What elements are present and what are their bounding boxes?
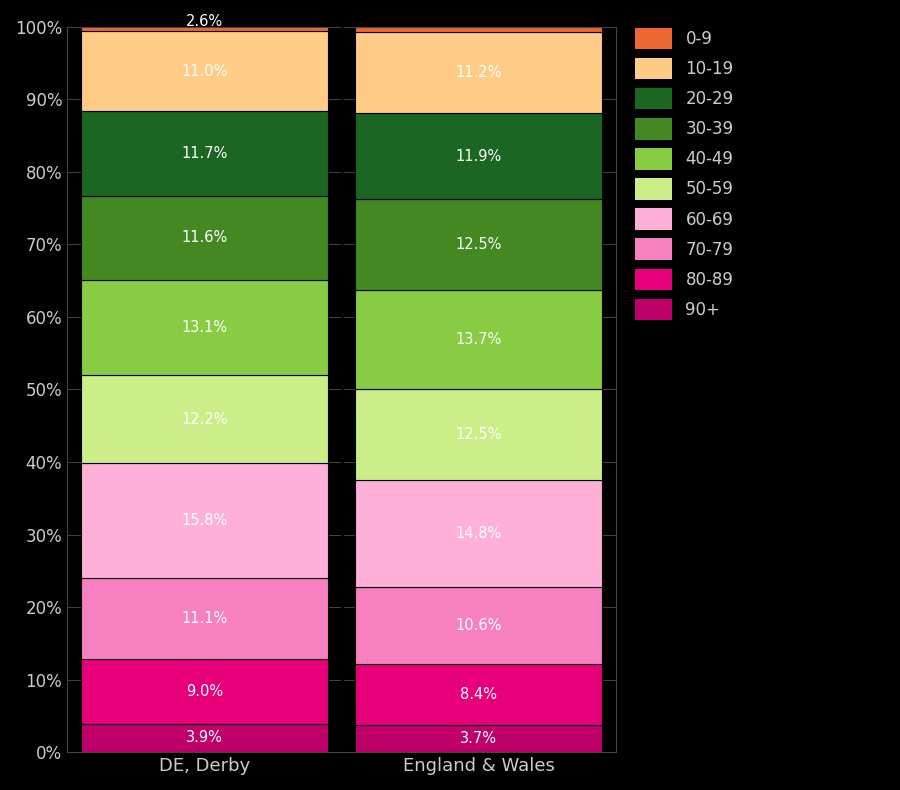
Bar <box>356 32 602 113</box>
Text: 11.6%: 11.6% <box>181 231 228 246</box>
Bar <box>356 664 602 725</box>
Text: 12.5%: 12.5% <box>455 237 502 252</box>
Bar <box>81 724 328 752</box>
Bar <box>81 280 328 375</box>
Bar <box>356 588 602 664</box>
Text: 3.7%: 3.7% <box>460 732 498 747</box>
Text: 11.9%: 11.9% <box>455 149 502 164</box>
Text: 8.4%: 8.4% <box>460 687 498 702</box>
Text: 13.7%: 13.7% <box>455 333 502 348</box>
Bar <box>81 31 328 111</box>
Bar <box>356 389 602 480</box>
Bar <box>81 464 328 578</box>
Bar <box>81 13 328 31</box>
Legend: 0-9, 10-19, 20-29, 30-39, 40-49, 50-59, 60-69, 70-79, 80-89, 90+: 0-9, 10-19, 20-29, 30-39, 40-49, 50-59, … <box>635 28 734 320</box>
Text: 10.6%: 10.6% <box>455 619 502 634</box>
Text: 14.8%: 14.8% <box>455 526 502 541</box>
Bar <box>356 290 602 389</box>
Text: 2.6%: 2.6% <box>185 14 223 29</box>
Text: 12.5%: 12.5% <box>455 427 502 442</box>
Text: 9.0%: 9.0% <box>185 683 223 698</box>
Bar <box>356 199 602 290</box>
Bar <box>81 111 328 196</box>
Text: 13.1%: 13.1% <box>181 320 228 335</box>
Bar <box>356 27 602 32</box>
Bar <box>81 578 328 659</box>
Text: 3.9%: 3.9% <box>186 731 223 746</box>
Bar <box>356 480 602 588</box>
Bar <box>81 196 328 280</box>
Text: 12.2%: 12.2% <box>181 412 228 427</box>
Text: 11.0%: 11.0% <box>181 63 228 78</box>
Text: 11.2%: 11.2% <box>455 65 502 80</box>
Bar <box>81 375 328 464</box>
Text: 11.1%: 11.1% <box>181 611 228 626</box>
Bar <box>356 725 602 752</box>
Bar <box>81 659 328 724</box>
Text: 15.8%: 15.8% <box>181 514 228 529</box>
Bar <box>356 113 602 199</box>
Text: 11.7%: 11.7% <box>181 146 228 161</box>
